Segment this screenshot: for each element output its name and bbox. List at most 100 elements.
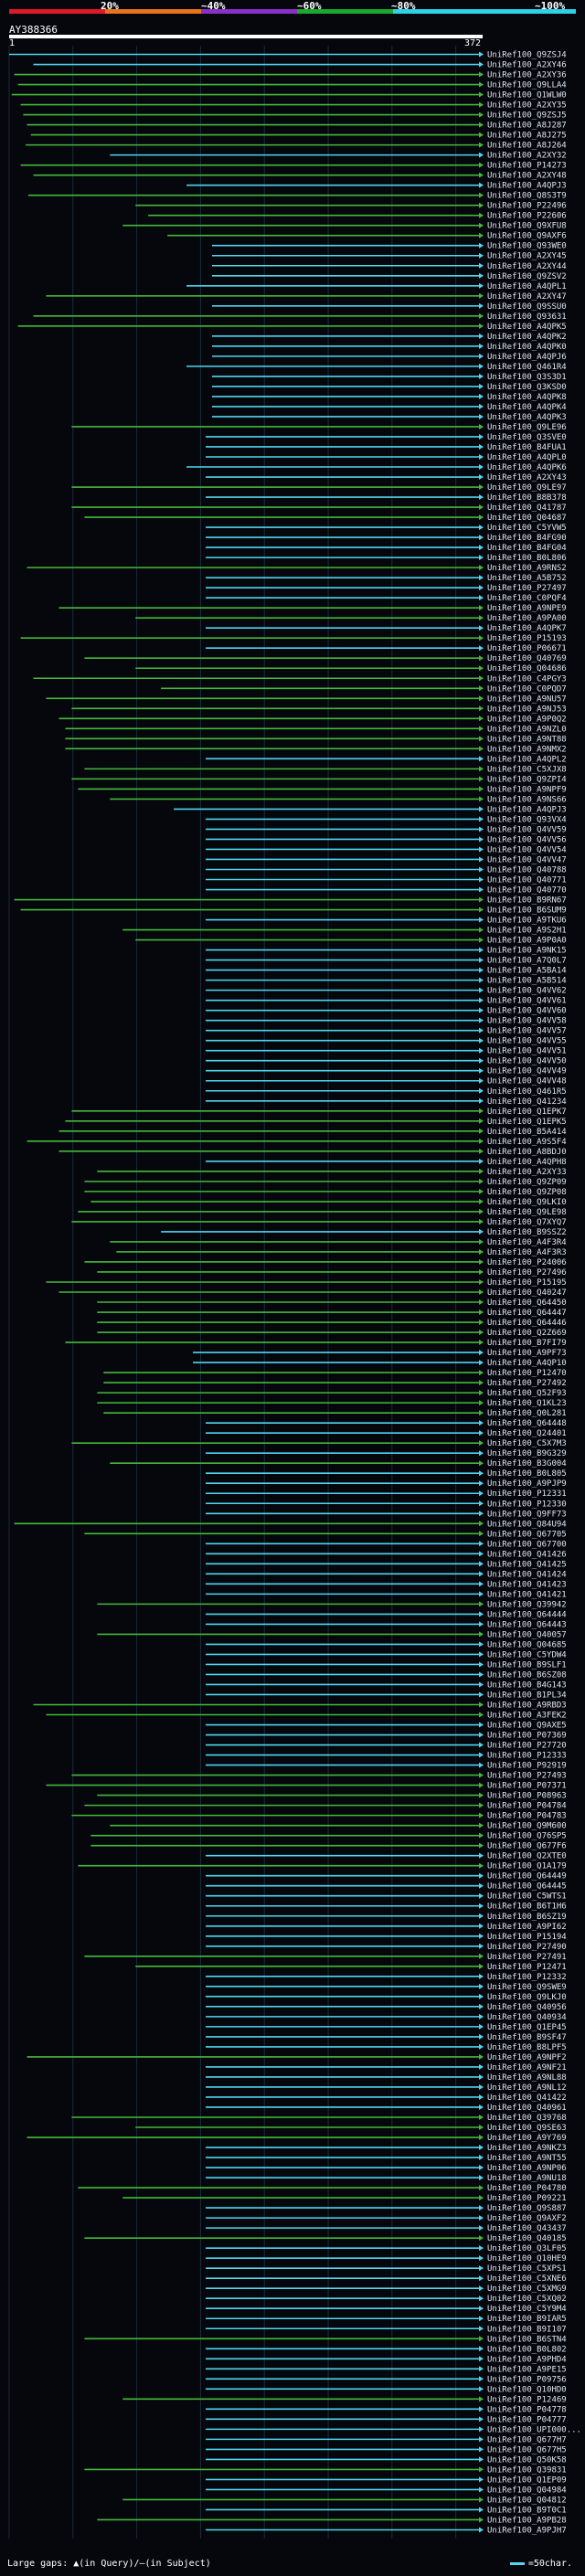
hit-label[interactable]: UniRef100_P12470 — [487, 1369, 567, 1378]
hit-label[interactable]: UniRef100_B5A414 — [487, 1128, 567, 1137]
hit-label[interactable]: UniRef100_A4QPL2 — [487, 755, 567, 764]
hit-label[interactable]: UniRef100_Q64446 — [487, 1319, 567, 1328]
hit-label[interactable]: UniRef100_Q4VV59 — [487, 825, 567, 834]
hit-label[interactable]: UniRef100_A2XY47 — [487, 292, 567, 302]
hit-label[interactable]: UniRef100_Q4VV51 — [487, 1047, 567, 1056]
hit-label[interactable]: UniRef100_Q40771 — [487, 876, 567, 885]
hit-label[interactable]: UniRef100_A9NL88 — [487, 2073, 567, 2083]
hit-label[interactable]: UniRef100_Q41422 — [487, 2094, 567, 2103]
hit-label[interactable]: UniRef100_A9PJP9 — [487, 1479, 567, 1489]
hit-label[interactable]: UniRef100_Q677F6 — [487, 1842, 567, 1851]
hit-label[interactable]: UniRef100_C0PQD7 — [487, 684, 567, 694]
hit-label[interactable]: UniRef100_A2XY36 — [487, 71, 567, 80]
hit-label[interactable]: UniRef100_A4QPK7 — [487, 624, 567, 633]
hit-label[interactable]: UniRef100_Q1EP45 — [487, 2023, 567, 2032]
hit-label[interactable]: UniRef100_Q9FF73 — [487, 1510, 567, 1519]
hit-label[interactable]: UniRef100_Q4VV61 — [487, 997, 567, 1006]
hit-label[interactable]: UniRef100_A4QPL1 — [487, 282, 567, 292]
hit-label[interactable]: UniRef100_A9PJH7 — [487, 2526, 567, 2535]
hit-label[interactable]: UniRef100_A9NF21 — [487, 2063, 567, 2072]
hit-label[interactable]: UniRef100_Q04686 — [487, 664, 567, 673]
hit-label[interactable]: UniRef100_A9PF73 — [487, 1349, 567, 1358]
hit-label[interactable]: UniRef100_Q7XYQ7 — [487, 1218, 567, 1227]
hit-label[interactable]: UniRef100_Q9SWE9 — [487, 1983, 567, 1992]
hit-label[interactable]: UniRef100_A9S2H1 — [487, 927, 567, 936]
hit-label[interactable]: UniRef100_P27490 — [487, 1943, 567, 1952]
hit-label[interactable]: UniRef100_A4QP10 — [487, 1359, 567, 1368]
hit-label[interactable]: UniRef100_A9NT55 — [487, 2154, 567, 2163]
hit-label[interactable]: UniRef100_A9NJ53 — [487, 705, 567, 714]
hit-label[interactable]: UniRef100_Q41787 — [487, 504, 567, 513]
hit-label[interactable]: UniRef100_Q677H5 — [487, 2445, 567, 2454]
hit-label[interactable]: UniRef100_Q9AXE5 — [487, 1722, 567, 1731]
hit-label[interactable]: UniRef100_A9Y769 — [487, 2134, 567, 2143]
hit-label[interactable]: UniRef100_C5WTS1 — [487, 1892, 567, 1902]
hit-label[interactable]: UniRef100_A4QPK4 — [487, 403, 567, 412]
hit-label[interactable]: UniRef100_Q9ZSJ4 — [487, 51, 567, 60]
hit-label[interactable]: UniRef100_P15195 — [487, 1278, 567, 1288]
hit-label[interactable]: UniRef100_Q4VV57 — [487, 1027, 567, 1036]
hit-label[interactable]: UniRef100_A7Q0L7 — [487, 957, 567, 966]
hit-label[interactable]: UniRef100_Q8S3T9 — [487, 192, 567, 201]
hit-label[interactable]: UniRef100_Q4VV47 — [487, 855, 567, 864]
hit-label[interactable]: UniRef100_P04778 — [487, 2405, 567, 2414]
hit-label[interactable]: UniRef100_B0L806 — [487, 554, 567, 563]
hit-label[interactable]: UniRef100_B9SF47 — [487, 2033, 567, 2042]
hit-label[interactable]: UniRef100_A4F3R4 — [487, 1238, 567, 1247]
hit-label[interactable]: UniRef100_Q40956 — [487, 2003, 567, 2012]
hit-label[interactable]: UniRef100_A4QPJ6 — [487, 353, 567, 362]
hit-label[interactable]: UniRef100_Q39831 — [487, 2465, 567, 2475]
hit-label[interactable]: UniRef100_Q9SE63 — [487, 2124, 567, 2133]
hit-label[interactable]: UniRef100_Q64450 — [487, 1299, 567, 1308]
hit-label[interactable]: UniRef100_A2XY46 — [487, 61, 567, 70]
hit-label[interactable]: UniRef100_Q67705 — [487, 1530, 567, 1539]
hit-label[interactable]: UniRef100_UPI000... — [487, 2425, 581, 2434]
hit-label[interactable]: UniRef100_Q1A179 — [487, 1862, 567, 1871]
hit-label[interactable]: UniRef100_Q41234 — [487, 1097, 567, 1107]
hit-label[interactable]: UniRef100_C5XJX8 — [487, 765, 567, 774]
hit-label[interactable]: UniRef100_Q1WLW0 — [487, 91, 567, 101]
hit-label[interactable]: UniRef100_P07371 — [487, 1782, 567, 1791]
hit-label[interactable]: UniRef100_Q41421 — [487, 1590, 567, 1599]
hit-label[interactable]: UniRef100_A4QPK2 — [487, 333, 567, 342]
hit-label[interactable]: UniRef100_Q40057 — [487, 1630, 567, 1639]
hit-label[interactable]: UniRef100_Q2Z669 — [487, 1329, 567, 1338]
hit-label[interactable]: UniRef100_A9PB28 — [487, 2516, 567, 2525]
hit-label[interactable]: UniRef100_Q4VV49 — [487, 1067, 567, 1076]
hit-label[interactable]: UniRef100_Q50K58 — [487, 2455, 567, 2465]
hit-label[interactable]: UniRef100_P07369 — [487, 1732, 567, 1741]
hit-label[interactable]: UniRef100_Q41426 — [487, 1550, 567, 1559]
hit-label[interactable]: UniRef100_Q40788 — [487, 865, 567, 875]
hit-label[interactable]: UniRef100_A2XY45 — [487, 252, 567, 261]
hit-label[interactable]: UniRef100_A8J287 — [487, 122, 567, 131]
hit-label[interactable]: UniRef100_Q1EPK7 — [487, 1108, 567, 1117]
hit-label[interactable]: UniRef100_B9SLF1 — [487, 1660, 567, 1670]
hit-label[interactable]: UniRef100_B9SSZ2 — [487, 1228, 567, 1237]
hit-label[interactable]: UniRef100_Q64443 — [487, 1620, 567, 1629]
hit-label[interactable]: UniRef100_A9RBD3 — [487, 1701, 567, 1710]
hit-label[interactable]: UniRef100_B0L802 — [487, 2345, 567, 2354]
hit-label[interactable]: UniRef100_C5YVW5 — [487, 524, 567, 533]
hit-label[interactable]: UniRef100_Q52F93 — [487, 1389, 567, 1398]
hit-label[interactable]: UniRef100_Q04687 — [487, 514, 567, 523]
hit-label[interactable]: UniRef100_Q9LE96 — [487, 423, 567, 432]
hit-label[interactable]: UniRef100_A9NL12 — [487, 2083, 567, 2093]
hit-label[interactable]: UniRef100_Q9LKI0 — [487, 1198, 567, 1207]
hit-label[interactable]: UniRef100_B9IAR5 — [487, 2315, 567, 2324]
hit-label[interactable]: UniRef100_P27720 — [487, 1742, 567, 1751]
hit-label[interactable]: UniRef100_Q9M600 — [487, 1822, 567, 1831]
hit-label[interactable]: UniRef100_C0PQF4 — [487, 594, 567, 603]
hit-label[interactable]: UniRef100_Q93VX4 — [487, 815, 567, 824]
hit-label[interactable]: UniRef100_B9G329 — [487, 1449, 567, 1458]
hit-label[interactable]: UniRef100_C5XMG9 — [487, 2284, 567, 2294]
hit-label[interactable]: UniRef100_A9NPE9 — [487, 604, 567, 613]
hit-label[interactable]: UniRef100_P08963 — [487, 1792, 567, 1801]
hit-label[interactable]: UniRef100_Q4VV60 — [487, 1007, 567, 1016]
hit-label[interactable]: UniRef100_B6STN4 — [487, 2335, 567, 2344]
hit-label[interactable]: UniRef100_Q9S887 — [487, 2204, 567, 2213]
hit-label[interactable]: UniRef100_B9RN67 — [487, 896, 567, 906]
hit-label[interactable]: UniRef100_A9S5F4 — [487, 1138, 567, 1147]
hit-label[interactable]: UniRef100_B4G143 — [487, 1680, 567, 1690]
hit-label[interactable]: UniRef100_A8J275 — [487, 132, 567, 141]
hit-label[interactable]: UniRef100_P04783 — [487, 1812, 567, 1821]
